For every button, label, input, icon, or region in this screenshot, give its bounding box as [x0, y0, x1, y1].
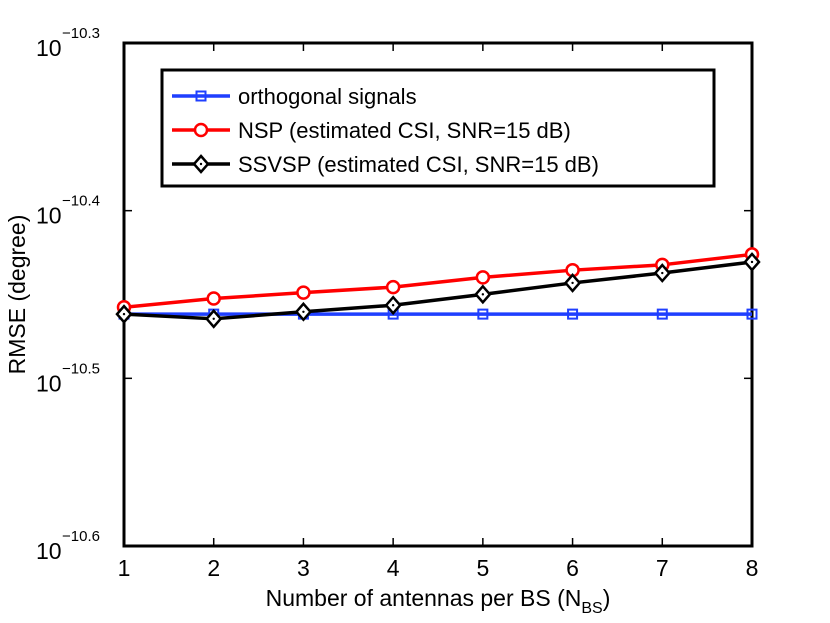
legend-entry: NSP (estimated CSI, SNR=15 dB)	[172, 118, 571, 143]
legend-label: NSP (estimated CSI, SNR=15 dB)	[238, 118, 571, 143]
x-tick-label: 8	[746, 555, 759, 581]
y-tick-label: 10−10.3	[36, 25, 100, 61]
data-point	[743, 252, 761, 272]
legend-label: orthogonal signals	[238, 84, 417, 109]
y-tick-label-exponent: −10.4	[62, 193, 100, 210]
legend-marker	[193, 122, 209, 138]
data-point	[385, 279, 401, 295]
data-point	[477, 308, 489, 320]
data-point	[656, 308, 668, 320]
legend-entry: SSVSP (estimated CSI, SNR=15 dB)	[172, 152, 599, 177]
x-axis-label-end: )	[603, 585, 611, 611]
y-tick-label-base: 10	[36, 35, 62, 61]
legend: orthogonal signals NSP (estimated CSI, SN…	[160, 68, 716, 188]
series-3	[115, 252, 761, 329]
x-tick-labels: 1 2 3 4 5 6 7 8	[118, 555, 759, 581]
data-point	[746, 308, 758, 320]
y-tick-label-exponent: −10.6	[62, 528, 100, 545]
x-axis-label-subscript: BS	[581, 600, 602, 617]
data-point	[294, 301, 313, 322]
y-axis-label: RMSE (degree)	[4, 215, 30, 375]
y-tick-label: 10−10.6	[36, 528, 100, 564]
data-point	[384, 295, 402, 316]
y-tick-label-base: 10	[36, 538, 62, 564]
legend-entry: orthogonal signals	[172, 84, 417, 109]
data-point	[653, 263, 671, 283]
x-tick-label: 1	[118, 555, 131, 581]
legend-marker	[192, 154, 210, 174]
x-tick-label: 4	[387, 555, 400, 581]
y-tick-label-base: 10	[36, 370, 62, 396]
series-2	[116, 247, 760, 315]
legend-marker	[195, 90, 207, 102]
series-line	[123, 252, 753, 309]
y-tick-label-exponent: −10.3	[62, 25, 100, 42]
data-point	[474, 284, 492, 305]
data-point	[567, 308, 579, 320]
x-axis-label: Number of antennas per BS (NBS)	[266, 585, 611, 617]
x-tick-label: 7	[656, 555, 669, 581]
series-layer	[115, 247, 761, 329]
x-tick-label: 6	[566, 555, 579, 581]
series-line	[123, 260, 753, 321]
x-tick-label: 5	[476, 555, 489, 581]
y-tick-label-base: 10	[36, 203, 62, 229]
y-tick-label: 10−10.5	[36, 360, 100, 396]
data-point	[205, 308, 223, 329]
x-axis-label-main: Number of antennas per BS (N	[266, 585, 582, 611]
data-point	[296, 285, 311, 300]
data-point	[563, 273, 582, 293]
y-tick-labels: 10−10.310−10.410−10.510−10.6	[36, 25, 100, 564]
x-tick-label: 3	[297, 555, 310, 581]
legend-label: SSVSP (estimated CSI, SNR=15 dB)	[238, 152, 599, 177]
tick-marks	[124, 43, 752, 546]
data-point	[115, 304, 133, 325]
data-point	[475, 270, 491, 285]
x-tick-label: 2	[207, 555, 220, 581]
legend-box	[160, 68, 716, 188]
y-tick-label-exponent: −10.5	[62, 360, 100, 377]
y-tick-label: 10−10.4	[36, 193, 100, 229]
data-point	[206, 291, 221, 306]
